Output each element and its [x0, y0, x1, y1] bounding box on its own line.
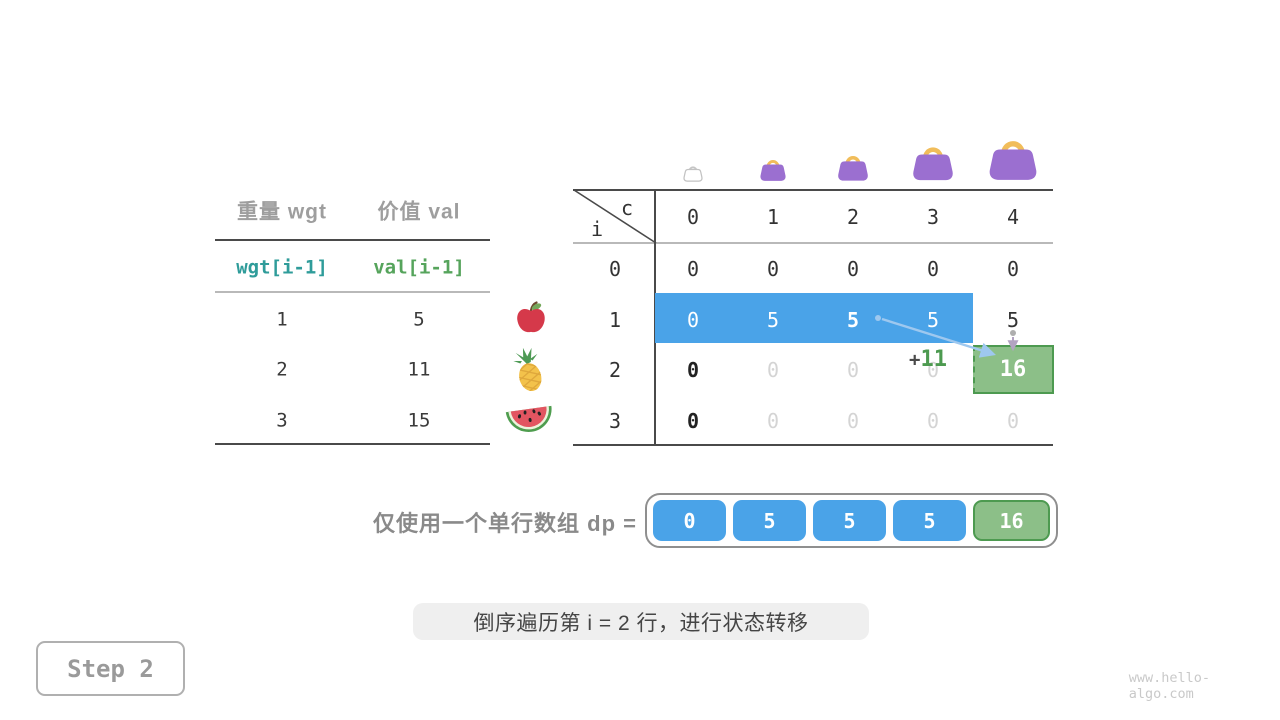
items-table-mid-rule: [215, 291, 490, 293]
dp-cell-faded: 0: [846, 409, 860, 433]
dp-cell-faded: 0: [846, 358, 860, 382]
corner-diagonal: [573, 189, 657, 244]
dp-col-header: 1: [766, 205, 780, 229]
handbag-capacity-2-icon: [837, 149, 870, 182]
step-label: Step 2: [67, 654, 154, 683]
added-value: 11: [920, 347, 947, 372]
dp-col-header: 2: [846, 205, 860, 229]
dp-array-cell: 5: [733, 500, 806, 541]
dp-row-header: 0: [608, 257, 622, 281]
handbag-capacity-1-icon: [759, 154, 787, 182]
dp-row-header: 1: [608, 308, 622, 332]
dp-cell: 0: [1006, 257, 1020, 281]
item-value: 11: [407, 358, 431, 381]
dp-cell-faded: 0: [766, 358, 780, 382]
handbag-capacity-4-icon: [987, 130, 1039, 182]
item-value: 5: [413, 308, 425, 331]
items-table-value-header: 价值 val: [377, 200, 461, 224]
transfer-annotation: + 11: [909, 349, 947, 371]
items-table-weight-formula: wgt[i-1]: [236, 256, 328, 279]
watermelon-icon: [504, 402, 554, 436]
dp-cell-faded: 0: [926, 358, 940, 382]
dp-cell-highlighted: 5: [766, 308, 780, 332]
dp-cell: 5: [1006, 308, 1020, 332]
dp-cell: 0: [686, 358, 700, 382]
handbag-capacity-3-icon: [911, 138, 955, 182]
dp-col-header: 4: [1006, 205, 1020, 229]
step-badge: Step 2: [36, 641, 185, 696]
pineapple-icon: [508, 345, 550, 395]
dp-col-header: 0: [686, 205, 700, 229]
dp-array-cell: 0: [653, 500, 726, 541]
dp-array-cell-result: 16: [973, 500, 1050, 541]
plus-sign: +: [909, 349, 921, 371]
items-table-top-rule: [215, 239, 490, 241]
dp-table-top-rule: [573, 189, 1053, 191]
corner-row-var: i: [590, 217, 604, 241]
items-table-weight-header: 重量 wgt: [237, 200, 327, 224]
item-weight: 1: [276, 308, 288, 331]
items-table-bottom-rule: [215, 443, 490, 445]
dp-array-label: 仅使用一个单行数组 dp =: [373, 511, 637, 536]
item-value: 15: [407, 409, 431, 432]
dp-cell: 0: [686, 409, 700, 433]
item-weight: 3: [276, 409, 288, 432]
dp-cell: 0: [766, 257, 780, 281]
dp-array-cell: 5: [893, 500, 966, 541]
dp-cell-result: 16: [999, 357, 1027, 382]
dp-row-header: 3: [608, 409, 622, 433]
item-weight: 2: [276, 358, 288, 381]
dp-cell: 0: [926, 257, 940, 281]
highlighted-row-band: [655, 293, 973, 343]
handbag-capacity-0-icon: [683, 162, 703, 182]
dp-cell-faded: 0: [1006, 409, 1020, 433]
items-table-value-formula: val[i-1]: [373, 256, 465, 279]
dp-table-header-rule: [573, 242, 1053, 244]
dp-cell-faded: 0: [926, 409, 940, 433]
corner-col-var: c: [620, 196, 634, 220]
dp-array-cell: 5: [813, 500, 886, 541]
dp-cell-faded: 0: [766, 409, 780, 433]
caption-text: 倒序遍历第 i = 2 行，进行状态转移: [473, 611, 809, 635]
dp-array-container: 0 5 5 5 16: [645, 493, 1058, 548]
dp-cell: 0: [846, 257, 860, 281]
dp-row-header: 2: [608, 358, 622, 382]
dp-cell-highlighted: 5: [926, 308, 940, 332]
dp-col-header: 3: [926, 205, 940, 229]
dp-cell: 0: [686, 257, 700, 281]
apple-icon: [514, 300, 548, 334]
watermark: www.hello-algo.com: [1128, 670, 1210, 702]
dp-table-bottom-rule: [573, 444, 1053, 446]
dp-cell-source: 5: [846, 308, 860, 332]
dp-cell-highlighted: 0: [686, 308, 700, 332]
caption-box: 倒序遍历第 i = 2 行，进行状态转移: [413, 603, 869, 640]
